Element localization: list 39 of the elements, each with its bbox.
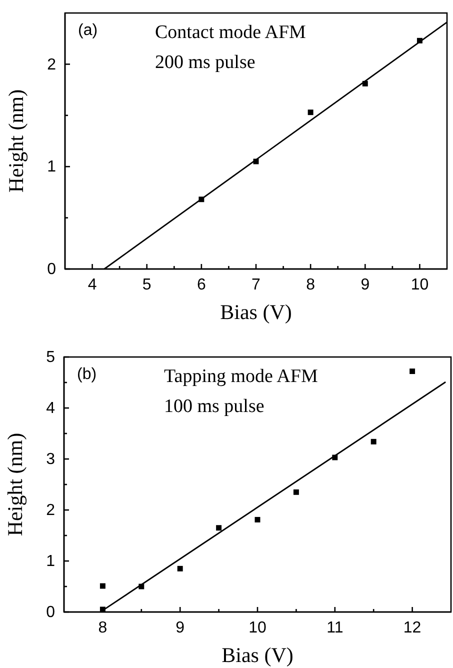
y-tick-label: 5: [46, 349, 56, 366]
annotation: (b): [77, 366, 97, 383]
annotation: Contact mode AFM: [155, 22, 306, 43]
x-tick-label: 10: [248, 619, 266, 636]
annotation: 200 ms pulse: [155, 52, 256, 73]
y-tick-label: 2: [47, 56, 56, 74]
y-tick-label: 1: [47, 158, 56, 176]
y-tick-label: 0: [47, 261, 56, 278]
annotation: Tapping mode AFM: [164, 366, 318, 387]
y-axis-title: Height (nm): [3, 432, 27, 536]
y-tick-label: 0: [46, 604, 56, 622]
x-tick-label: 7: [252, 276, 261, 294]
point: [308, 110, 314, 116]
point: [216, 525, 222, 531]
x-axis-title: Bias (V): [220, 300, 292, 324]
point: [177, 566, 183, 572]
y-axis-title: Height (nm): [4, 89, 28, 193]
point: [254, 516, 260, 522]
y-tick-label: 1: [46, 553, 56, 570]
y-tick-label: 2: [46, 502, 56, 520]
x-tick-label: 11: [326, 619, 344, 636]
x-tick-label: 6: [196, 276, 206, 294]
x-tick-label: 8: [306, 276, 316, 294]
x-tick-label: 9: [176, 619, 185, 636]
point: [410, 368, 416, 374]
point: [293, 489, 299, 495]
x-tick-label: 4: [88, 276, 97, 294]
x-tick-label: 5: [142, 276, 152, 294]
annotation: (a): [78, 22, 98, 39]
y-tick-label: 4: [46, 400, 56, 418]
x-tick-label: 12: [403, 619, 422, 636]
y-tick-label: 3: [46, 451, 56, 468]
x-axis-title: Bias (V): [222, 643, 294, 667]
point: [370, 438, 376, 444]
x-tick-label: 9: [360, 276, 370, 294]
annotation: 100 ms pulse: [164, 396, 264, 417]
x-tick-label: 8: [98, 619, 108, 636]
point: [100, 583, 106, 589]
x-tick-label: 10: [410, 276, 429, 294]
